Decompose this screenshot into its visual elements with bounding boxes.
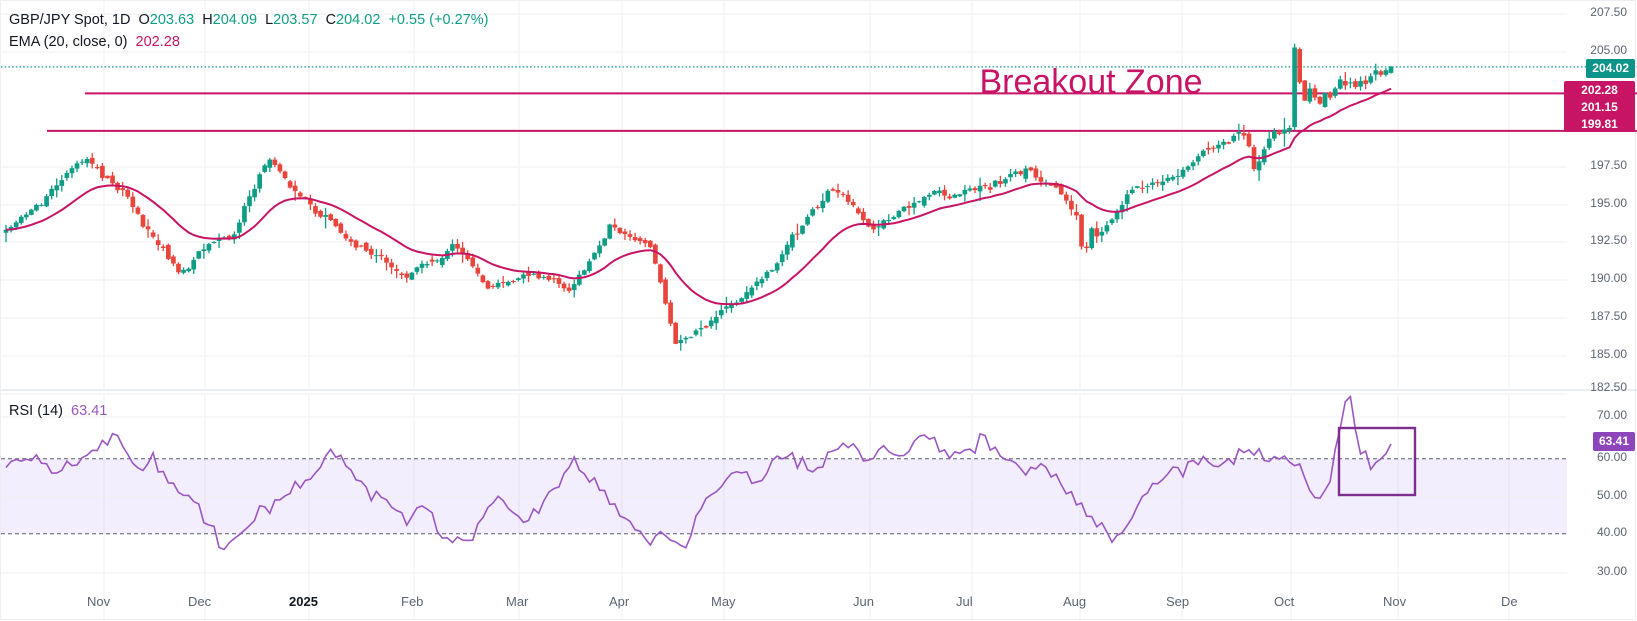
svg-text:Breakout Zone: Breakout Zone bbox=[979, 63, 1202, 101]
